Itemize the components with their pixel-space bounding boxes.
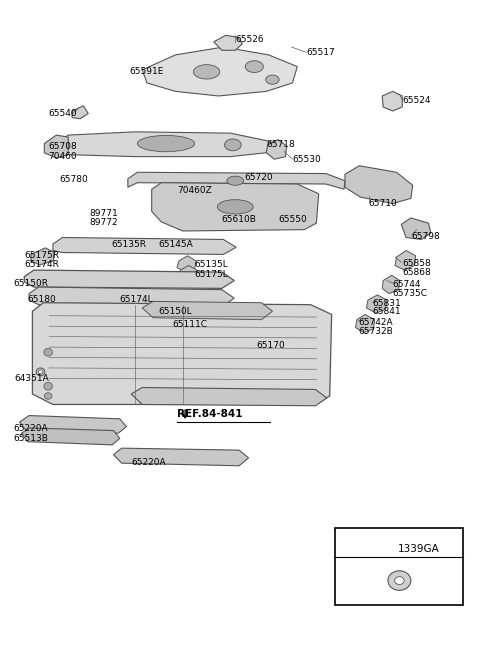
Text: 65517: 65517 bbox=[307, 48, 336, 57]
Bar bbox=[336, 528, 463, 605]
Polygon shape bbox=[152, 183, 319, 231]
Text: 65550: 65550 bbox=[278, 215, 307, 224]
Text: REF.84-841: REF.84-841 bbox=[177, 409, 242, 419]
Text: 65530: 65530 bbox=[292, 155, 321, 164]
Text: 1339GA: 1339GA bbox=[397, 544, 439, 554]
Ellipse shape bbox=[44, 348, 52, 356]
Text: 65150L: 65150L bbox=[159, 307, 192, 316]
Text: 70460: 70460 bbox=[48, 152, 77, 161]
Text: 65780: 65780 bbox=[60, 175, 88, 184]
Text: 65174R: 65174R bbox=[24, 261, 59, 269]
Text: 65180: 65180 bbox=[28, 295, 56, 304]
Polygon shape bbox=[72, 105, 88, 119]
Polygon shape bbox=[382, 275, 400, 293]
Ellipse shape bbox=[388, 571, 411, 590]
Polygon shape bbox=[266, 140, 287, 159]
Polygon shape bbox=[395, 251, 416, 270]
Polygon shape bbox=[44, 135, 68, 158]
Ellipse shape bbox=[245, 61, 264, 73]
Text: 65858: 65858 bbox=[402, 259, 431, 268]
Text: 65111C: 65111C bbox=[172, 320, 207, 329]
Text: 65170: 65170 bbox=[257, 341, 286, 350]
Text: 65540: 65540 bbox=[48, 109, 77, 118]
Polygon shape bbox=[177, 255, 196, 272]
Polygon shape bbox=[22, 428, 120, 445]
Text: 89772: 89772 bbox=[90, 218, 118, 227]
Polygon shape bbox=[24, 270, 234, 288]
Text: 65524: 65524 bbox=[402, 96, 431, 105]
Polygon shape bbox=[142, 47, 297, 96]
Text: 65798: 65798 bbox=[412, 232, 441, 240]
Text: 65742A: 65742A bbox=[359, 318, 393, 327]
Ellipse shape bbox=[217, 200, 253, 214]
Text: 65150R: 65150R bbox=[13, 278, 48, 288]
Ellipse shape bbox=[227, 176, 243, 185]
Polygon shape bbox=[53, 238, 236, 254]
Polygon shape bbox=[142, 301, 273, 320]
Text: 65735C: 65735C bbox=[393, 289, 428, 298]
Text: 65744: 65744 bbox=[393, 280, 421, 289]
Text: 65175R: 65175R bbox=[24, 252, 60, 260]
Text: 65526: 65526 bbox=[235, 35, 264, 44]
Polygon shape bbox=[31, 248, 55, 265]
Text: 65718: 65718 bbox=[266, 140, 295, 149]
Text: 70460Z: 70460Z bbox=[177, 186, 212, 195]
Text: 65135L: 65135L bbox=[195, 261, 228, 269]
Text: 65175L: 65175L bbox=[195, 269, 228, 278]
Ellipse shape bbox=[395, 576, 404, 584]
Polygon shape bbox=[179, 265, 197, 282]
Text: 65220A: 65220A bbox=[13, 424, 48, 433]
Ellipse shape bbox=[225, 139, 241, 151]
Polygon shape bbox=[29, 287, 234, 307]
Text: 65610B: 65610B bbox=[221, 215, 256, 224]
Polygon shape bbox=[345, 166, 413, 204]
Polygon shape bbox=[33, 303, 332, 404]
Text: 89771: 89771 bbox=[90, 209, 119, 218]
Polygon shape bbox=[356, 314, 374, 333]
Polygon shape bbox=[214, 35, 242, 50]
Ellipse shape bbox=[193, 65, 220, 79]
Text: 65174L: 65174L bbox=[120, 295, 154, 304]
Polygon shape bbox=[56, 132, 271, 157]
Text: 65732B: 65732B bbox=[359, 327, 393, 336]
Polygon shape bbox=[114, 448, 249, 466]
Polygon shape bbox=[20, 415, 126, 433]
Ellipse shape bbox=[137, 136, 195, 152]
Text: 65591E: 65591E bbox=[129, 67, 164, 76]
Polygon shape bbox=[401, 218, 431, 240]
Text: 65710: 65710 bbox=[369, 199, 397, 208]
Text: 65868: 65868 bbox=[402, 268, 431, 277]
Polygon shape bbox=[382, 92, 402, 111]
Polygon shape bbox=[131, 388, 327, 405]
Text: 65145A: 65145A bbox=[158, 240, 192, 248]
Text: 64351A: 64351A bbox=[15, 374, 49, 383]
Ellipse shape bbox=[44, 393, 52, 400]
Polygon shape bbox=[366, 295, 387, 313]
Ellipse shape bbox=[44, 383, 52, 390]
Ellipse shape bbox=[38, 370, 43, 374]
Text: 65513B: 65513B bbox=[13, 434, 48, 443]
Text: 65841: 65841 bbox=[372, 307, 401, 316]
Text: 65220A: 65220A bbox=[131, 458, 166, 467]
Ellipse shape bbox=[266, 75, 279, 84]
Polygon shape bbox=[128, 172, 345, 189]
Ellipse shape bbox=[36, 368, 45, 376]
Text: 65708: 65708 bbox=[48, 141, 77, 151]
Text: 65135R: 65135R bbox=[111, 240, 146, 248]
Text: 65831: 65831 bbox=[372, 299, 401, 308]
Text: 65720: 65720 bbox=[245, 173, 274, 182]
